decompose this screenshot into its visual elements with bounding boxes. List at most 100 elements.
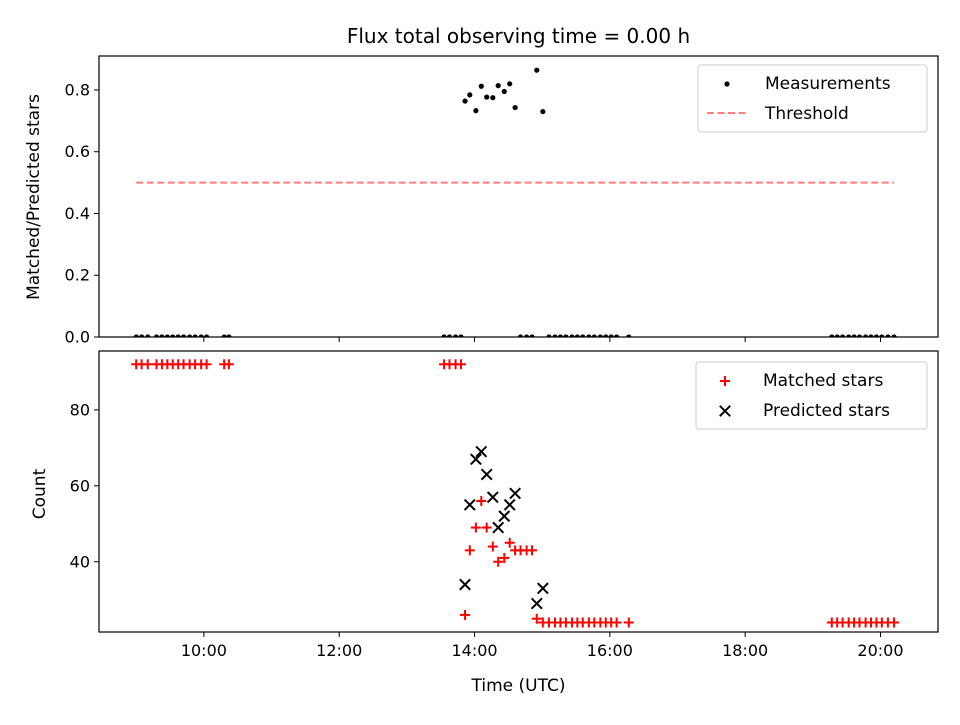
top-ytick-label: 0.0 — [65, 328, 90, 347]
measurement-point — [846, 334, 852, 337]
predicted-star-point-b — [530, 597, 543, 610]
matched-star-point — [487, 541, 498, 552]
measurement-point — [203, 334, 210, 337]
measurement-point — [187, 334, 193, 337]
measurement-point — [501, 88, 507, 95]
measurement-point — [221, 334, 227, 337]
measurement-point — [226, 334, 232, 337]
measurement-point — [834, 334, 840, 337]
measurement-point — [164, 334, 170, 337]
measurement-point — [175, 334, 181, 337]
measurement-point — [891, 334, 897, 337]
top-ytick-label: 0.8 — [65, 80, 90, 99]
measurement-point — [458, 334, 464, 337]
predicted-star-point-b — [509, 487, 522, 500]
top-legend-box — [697, 64, 928, 133]
measurement-point — [563, 334, 569, 337]
matched-star-point — [223, 359, 234, 370]
measurement-point — [546, 334, 552, 337]
measurement-point — [591, 334, 597, 337]
bottom-xtick-label: 18:00 — [722, 641, 768, 660]
predicted-star-point — [475, 445, 488, 458]
bottom-xtick-label: 20:00 — [857, 641, 903, 660]
bottom-legend-box — [695, 361, 928, 430]
predicted-star-point — [498, 510, 511, 523]
bottom-ytick-label: 80 — [70, 400, 90, 419]
matched-star-point — [531, 613, 542, 624]
predicted-star-point — [486, 491, 499, 504]
bottom-y-axis-label: Count — [30, 468, 50, 519]
top-ytick-label: 0.6 — [65, 142, 90, 161]
measurement-point — [580, 334, 586, 337]
measurement-point — [879, 334, 885, 337]
matched-star-point — [464, 545, 475, 556]
measurement-point — [574, 334, 580, 337]
legend-entry-label: Predicted stars — [763, 401, 890, 421]
predicted-star-point — [463, 498, 476, 511]
measurement-point — [170, 334, 176, 337]
measurement-point — [441, 334, 447, 337]
top-data — [133, 67, 897, 337]
matched-star-point — [142, 359, 153, 370]
measurement-point — [484, 94, 490, 100]
predicted-star-point — [492, 521, 505, 534]
bottom-ytick-label: 40 — [70, 552, 90, 571]
measurement-point — [856, 334, 863, 337]
measurement-point — [153, 334, 160, 337]
measurement-point — [462, 98, 468, 104]
measurement-point — [452, 334, 459, 337]
top-legend: Measurements Threshold — [697, 64, 928, 133]
measurement-point — [829, 334, 835, 337]
measurement-point — [133, 334, 139, 337]
predicted-star-point-b — [503, 498, 516, 511]
measurement-point — [446, 334, 453, 337]
matched-star-point — [527, 545, 538, 556]
matched-star-point — [504, 537, 515, 548]
measurement-point — [603, 334, 609, 337]
predicted-star-point — [469, 453, 482, 466]
legend-x-swatch — [719, 405, 731, 417]
bottom-legend: Matched stars Predicted stars — [695, 361, 928, 430]
predicted-star-point-b — [536, 582, 549, 595]
predicted-star-point-b — [492, 521, 505, 534]
bottom-xtick-label: 10:00 — [181, 641, 227, 660]
measurement-point — [534, 67, 540, 73]
predicted-star-point — [503, 498, 516, 511]
matched-star-point — [611, 617, 622, 628]
measurement-point — [597, 334, 603, 337]
top-series-0 — [133, 67, 897, 337]
legend-entry-label: Measurements — [765, 74, 891, 94]
measurement-point — [552, 334, 558, 337]
matched-star-point — [470, 522, 481, 533]
bottom-series-1 — [459, 445, 549, 610]
top-axes-frame — [98, 55, 939, 338]
legend-plus-swatch — [720, 376, 730, 386]
measurement-point — [478, 83, 484, 89]
matched-star-point — [455, 359, 466, 370]
measurement-point — [524, 334, 530, 337]
measurement-point — [614, 334, 620, 337]
predicted-star-point-b — [480, 468, 493, 481]
predicted-star-point — [459, 578, 471, 591]
bottom-xtick-label: 12:00 — [316, 641, 362, 660]
measurement-point — [529, 334, 535, 337]
bottom-axes-frame — [98, 350, 939, 633]
x-axis-label: Time (UTC) — [471, 676, 566, 696]
bottom-xtick-label: 14:00 — [451, 641, 497, 660]
legend-entry-label: Threshold — [764, 104, 849, 124]
measurement-point — [467, 92, 473, 98]
measurement-point — [473, 108, 479, 114]
measurement-point — [159, 334, 165, 337]
measurement-point — [490, 95, 496, 101]
measurement-point — [517, 334, 524, 337]
measurement-point — [139, 334, 145, 337]
predicted-star-point-b — [486, 491, 499, 504]
measurement-point — [145, 334, 151, 337]
top-ytick-label: 0.4 — [65, 204, 90, 223]
predicted-star-point-b — [498, 510, 511, 523]
measurement-point — [540, 108, 546, 115]
legend-dot-swatch — [724, 81, 730, 87]
matched-star-point — [201, 359, 212, 370]
measurement-point — [863, 334, 869, 337]
